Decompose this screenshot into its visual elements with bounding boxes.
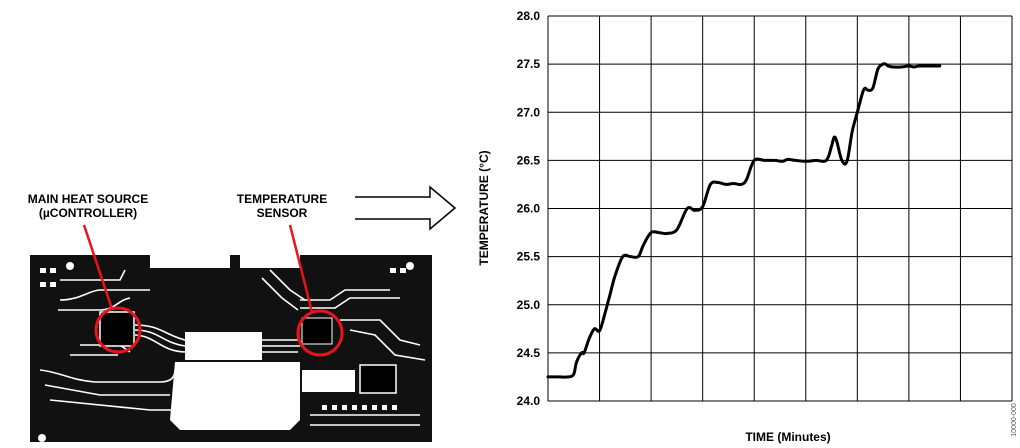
sensor-highlight-circle bbox=[296, 309, 344, 357]
y-tick-label: 25.5 bbox=[517, 250, 541, 264]
right-arrow-icon bbox=[355, 185, 457, 231]
temperature-chart: 24.0 24.5 25.0 25.5 26.0 26.5 27.0 27.5 28.0 TEM… bbox=[477, 9, 1013, 444]
y-tick-label: 25.0 bbox=[517, 298, 541, 312]
x-axis-label: TIME (Minutes) bbox=[745, 430, 830, 444]
sensor-label-line2: SENSOR bbox=[257, 206, 308, 220]
heat-source-label-line1: MAIN HEAT SOURCE bbox=[28, 192, 148, 206]
y-tick-label: 24.5 bbox=[517, 346, 541, 360]
figure-code-label: 10000-000 bbox=[1011, 403, 1018, 437]
y-tick-label: 24.0 bbox=[517, 394, 541, 408]
heat-source-label-line2: (µCONTROLLER) bbox=[39, 206, 137, 220]
y-tick-label: 27.0 bbox=[517, 105, 541, 119]
heat-source-highlight-circle bbox=[94, 306, 142, 354]
sensor-label-line1: TEMPERATURE bbox=[237, 192, 327, 206]
y-axis-label: TEMPERATURE (°C) bbox=[477, 150, 491, 265]
y-tick-label: 26.5 bbox=[517, 153, 541, 167]
chart-grid bbox=[547, 15, 1013, 402]
y-tick-label: 27.5 bbox=[517, 57, 541, 71]
temperature-series-line bbox=[546, 62, 942, 379]
heat-source-pointer-line bbox=[82, 224, 114, 310]
y-tick-label: 26.0 bbox=[517, 202, 541, 216]
pcb-board-image bbox=[30, 255, 432, 442]
sensor-pointer-line bbox=[288, 224, 314, 313]
y-tick-label: 28.0 bbox=[517, 9, 541, 23]
y-tick-labels: 24.0 24.5 25.0 25.5 26.0 26.5 27.0 27.5 28.0 bbox=[517, 9, 541, 408]
